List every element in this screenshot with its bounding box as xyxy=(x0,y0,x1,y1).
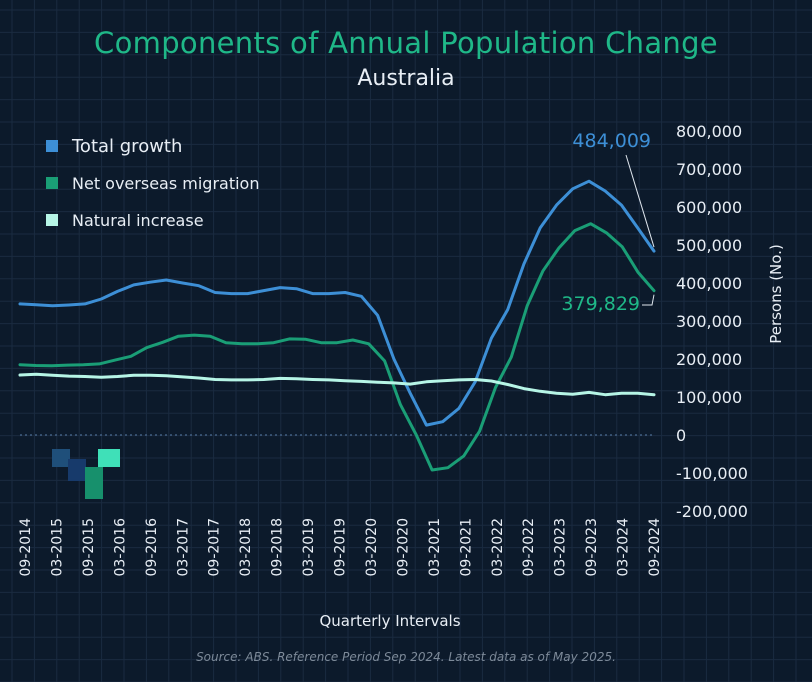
x-tick-label: 03-2015 xyxy=(49,518,65,577)
x-tick-label: 09-2017 xyxy=(207,518,223,577)
x-tick-label: 03-2016 xyxy=(112,518,128,577)
x-tick-label: 03-2020 xyxy=(364,518,380,577)
source-note: Source: ABS. Reference Period Sep 2024. … xyxy=(196,650,616,664)
x-tick-label: 09-2024 xyxy=(647,518,663,577)
x-tick-label: 09-2016 xyxy=(144,518,160,577)
x-tick-label: 03-2024 xyxy=(616,518,632,577)
chart-subtitle: Australia xyxy=(357,66,455,91)
y-tick-label: 800,000 xyxy=(676,122,742,141)
legend-swatch-net-overseas-migration xyxy=(46,177,58,189)
x-tick-label: 09-2021 xyxy=(458,518,474,577)
annotation-leader-net-overseas-migration xyxy=(642,294,655,306)
x-tick-label: 09-2022 xyxy=(521,518,537,577)
series-line-natural-increase xyxy=(18,372,656,397)
brand-logo-icon xyxy=(52,449,122,501)
x-tick-label: 09-2019 xyxy=(333,518,349,577)
x-tick-label: 03-2021 xyxy=(427,518,443,577)
x-tick-label: 03-2023 xyxy=(553,518,569,577)
y-tick-label: 0 xyxy=(676,426,686,445)
x-tick-label: 03-2017 xyxy=(175,518,191,577)
legend-label-natural-increase: Natural increase xyxy=(72,210,204,230)
x-axis-title: Quarterly Intervals xyxy=(319,612,461,630)
x-tick-label: 09-2014 xyxy=(18,518,34,577)
x-tick-label: 09-2018 xyxy=(270,518,286,577)
legend: Total growth Net overseas migration Natu… xyxy=(46,128,259,239)
x-tick-label: 09-2015 xyxy=(81,518,97,577)
series-line-net-overseas-migration xyxy=(18,222,656,472)
legend-swatch-natural-increase xyxy=(46,214,58,226)
legend-swatch-total-growth xyxy=(46,140,58,152)
y-tick-label: 700,000 xyxy=(676,160,742,179)
legend-item-total-growth: Total growth xyxy=(46,128,259,164)
x-tick-label: 03-2018 xyxy=(238,518,254,577)
annotation-leader-total-growth xyxy=(625,154,655,248)
legend-item-natural-increase: Natural increase xyxy=(46,202,259,238)
y-tick-label: 100,000 xyxy=(676,388,742,407)
x-tick-label: 09-2023 xyxy=(584,518,600,577)
annotation-net-overseas-migration: 379,829 xyxy=(561,293,640,315)
y-tick-label: 400,000 xyxy=(676,274,742,293)
annotation-total-growth: 484,009 xyxy=(572,130,651,152)
legend-label-net-overseas-migration: Net overseas migration xyxy=(72,173,260,193)
x-tick-label: 03-2019 xyxy=(301,518,317,577)
y-tick-label: -200,000 xyxy=(676,502,748,521)
series-line-total-growth xyxy=(18,179,656,427)
y-tick-label: 200,000 xyxy=(676,350,742,369)
y-tick-label: 600,000 xyxy=(676,198,742,217)
legend-label-total-growth: Total growth xyxy=(72,135,183,157)
y-tick-label: 300,000 xyxy=(676,312,742,331)
y-tick-label: 500,000 xyxy=(676,236,742,255)
legend-item-net-overseas-migration: Net overseas migration xyxy=(46,165,259,201)
x-tick-label: 09-2020 xyxy=(395,518,411,577)
y-axis-title: Persons (No.) xyxy=(767,244,785,344)
y-tick-label: -100,000 xyxy=(676,464,748,483)
chart-title: Components of Annual Population Change xyxy=(94,26,718,60)
x-tick-label: 03-2022 xyxy=(490,518,506,577)
